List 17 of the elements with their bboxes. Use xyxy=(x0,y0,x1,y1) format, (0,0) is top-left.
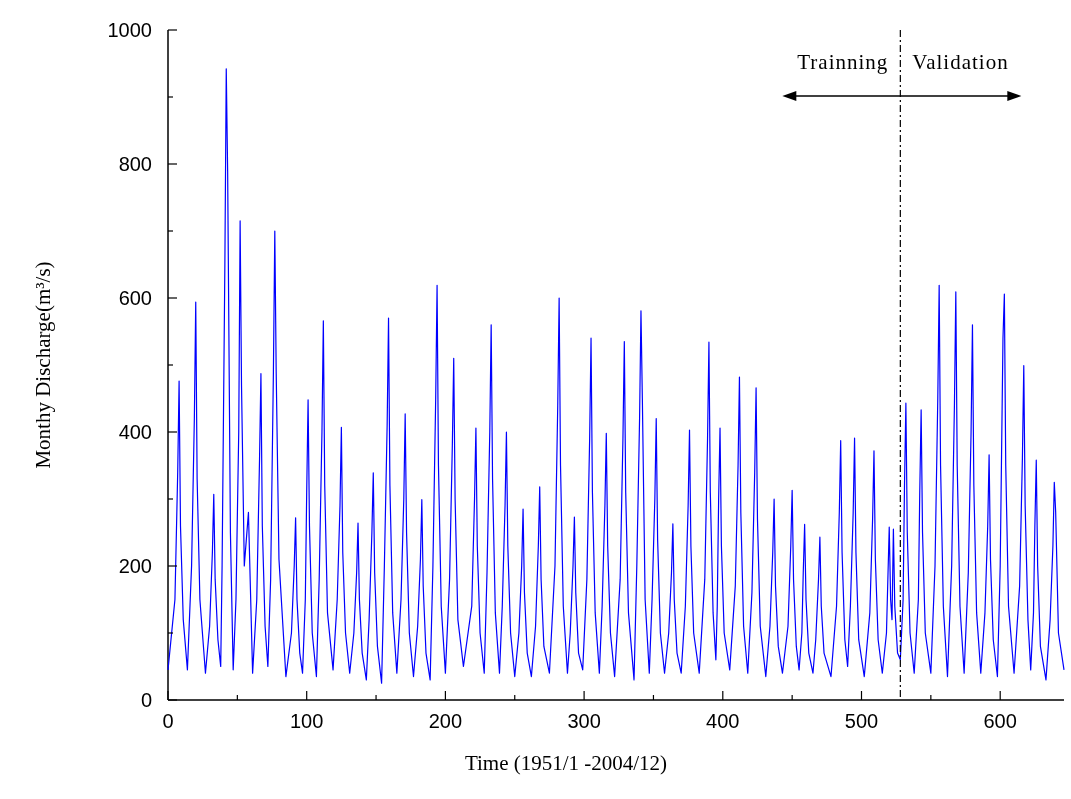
y-tick-label: 400 xyxy=(118,421,152,443)
y-tick-label: 1000 xyxy=(107,19,152,41)
x-tick-label: 600 xyxy=(983,710,1017,732)
annotation: Validation xyxy=(912,50,1009,74)
y-axis-title: Monthy Discharge(m³/s) xyxy=(31,261,55,469)
y-tick-label: 200 xyxy=(118,555,152,577)
y-tick-label: 0 xyxy=(140,689,152,711)
x-tick-label: 300 xyxy=(567,710,601,732)
y-tick-label: 600 xyxy=(118,287,152,309)
x-tick-label: 100 xyxy=(290,710,324,732)
y-tick-label: 800 xyxy=(118,153,152,175)
x-tick-label: 0 xyxy=(162,710,174,732)
annotation: Trainning xyxy=(797,50,889,74)
x-tick-label: 200 xyxy=(428,710,463,732)
x-tick-label: 400 xyxy=(706,710,740,732)
x-tick-label: 500 xyxy=(844,710,879,732)
x-axis-title: Time (1951/1 -2004/12) xyxy=(464,751,668,775)
